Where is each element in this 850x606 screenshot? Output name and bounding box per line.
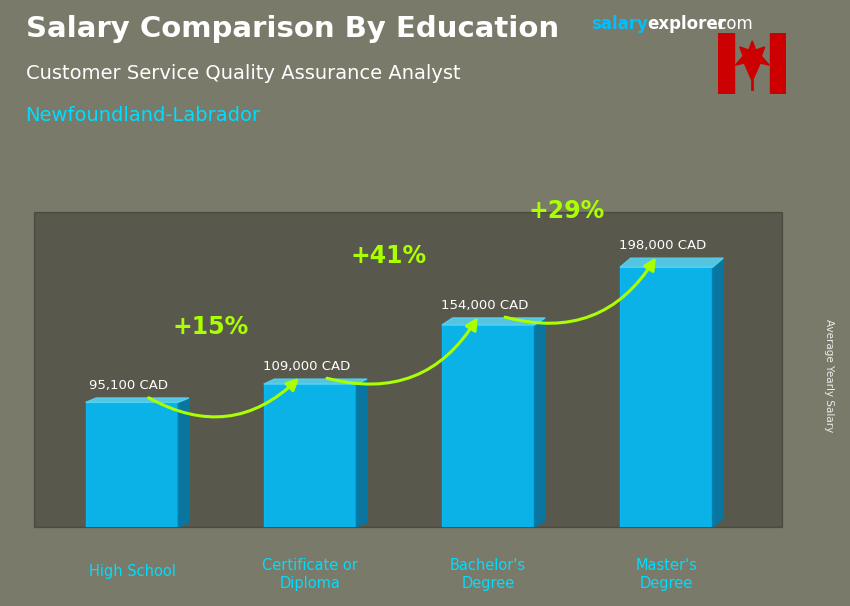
Text: Newfoundland-Labrador: Newfoundland-Labrador: [26, 106, 261, 125]
Text: 154,000 CAD: 154,000 CAD: [441, 299, 528, 312]
Text: Salary Comparison By Education: Salary Comparison By Education: [26, 15, 558, 43]
Polygon shape: [712, 258, 723, 527]
Text: 109,000 CAD: 109,000 CAD: [263, 361, 350, 373]
Text: Bachelor's
Degree: Bachelor's Degree: [450, 559, 526, 591]
Bar: [264, 384, 356, 527]
Text: 95,100 CAD: 95,100 CAD: [89, 379, 168, 392]
Text: explorer: explorer: [648, 15, 727, 33]
Text: Master's
Degree: Master's Degree: [635, 559, 697, 591]
Text: Average Yearly Salary: Average Yearly Salary: [824, 319, 834, 432]
Polygon shape: [535, 318, 545, 527]
Polygon shape: [442, 318, 545, 325]
Polygon shape: [620, 258, 723, 267]
Bar: [86, 402, 178, 527]
Polygon shape: [356, 379, 367, 527]
Bar: [442, 325, 535, 527]
Text: .com: .com: [712, 15, 753, 33]
Polygon shape: [264, 379, 367, 384]
Text: +41%: +41%: [350, 244, 427, 268]
Bar: [620, 267, 712, 527]
Text: +15%: +15%: [173, 315, 248, 339]
Text: +29%: +29%: [529, 199, 604, 222]
Text: 198,000 CAD: 198,000 CAD: [619, 239, 706, 253]
Bar: [718, 33, 734, 94]
Polygon shape: [178, 398, 189, 527]
Text: Certificate or
Diploma: Certificate or Diploma: [262, 559, 358, 591]
Bar: [770, 33, 786, 94]
Text: High School: High School: [88, 564, 175, 579]
Polygon shape: [86, 398, 189, 402]
Polygon shape: [735, 41, 769, 81]
Text: Customer Service Quality Assurance Analyst: Customer Service Quality Assurance Analy…: [26, 64, 460, 82]
Text: salary: salary: [591, 15, 648, 33]
